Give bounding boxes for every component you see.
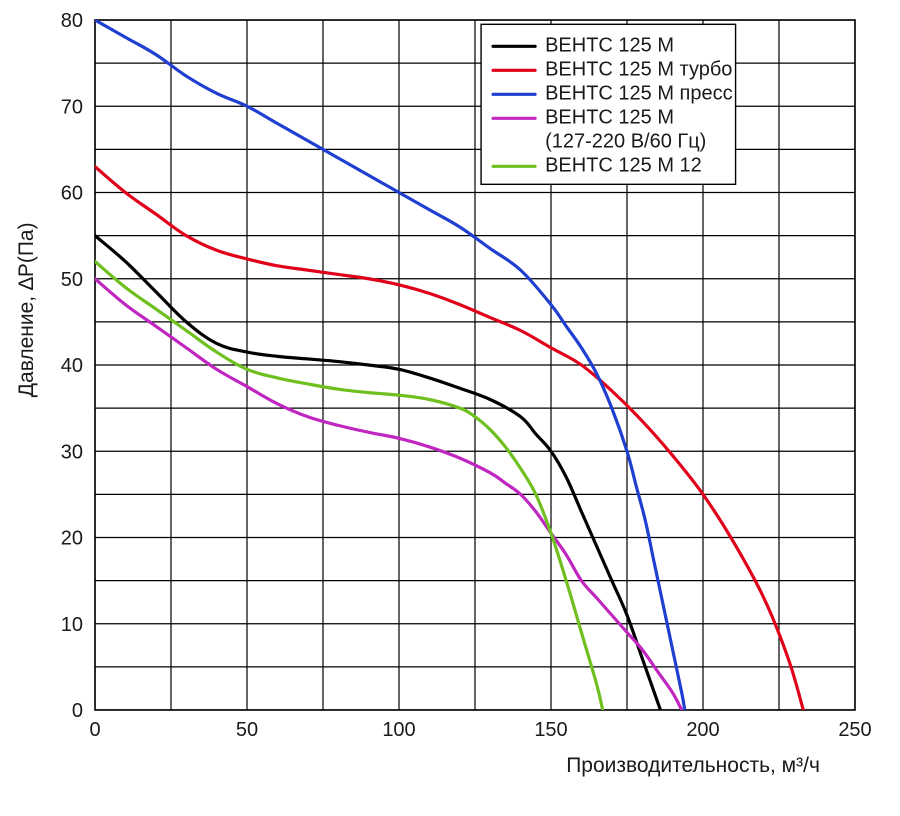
y-tick-label: 10 [61,614,83,636]
y-tick-label: 40 [61,355,83,377]
legend-label: ВЕНТС 125 М турбо [545,58,732,80]
legend-label: ВЕНТС 125 М пресс [545,82,733,104]
legend-label: ВЕНТС 125 М [545,106,674,128]
legend-label: (127-220 В/60 Гц) [545,130,706,152]
legend-label: ВЕНТС 125 М 12 [545,154,702,176]
y-tick-label: 60 [61,183,83,205]
y-tick-label: 0 [72,700,83,722]
x-tick-label: 100 [382,719,415,741]
x-tick-label: 50 [236,719,258,741]
x-axis-label: Производительность, м³/ч [566,754,820,777]
legend: ВЕНТС 125 МВЕНТС 125 М турбоВЕНТС 125 М … [481,24,735,184]
legend-label: ВЕНТС 125 М [545,34,674,56]
x-tick-label: 250 [838,719,871,741]
chart-stage: 0 50 100 150 200 250 0 10 20 30 40 50 60 70 80 Производ… [0,0,900,816]
y-tick-label: 50 [61,269,83,291]
y-tick-label: 70 [61,96,83,118]
x-tick-label: 200 [686,719,719,741]
y-tick-label: 80 [61,10,83,32]
x-tick-label: 0 [89,719,100,741]
y-tick-label: 30 [61,441,83,463]
y-axis-label: Давление, ∆P(Па) [15,222,38,397]
fan-performance-chart: 0 50 100 150 200 250 0 10 20 30 40 50 60 70 80 Производ… [0,0,900,816]
y-tick-label: 20 [61,528,83,550]
x-tick-label: 150 [534,719,567,741]
